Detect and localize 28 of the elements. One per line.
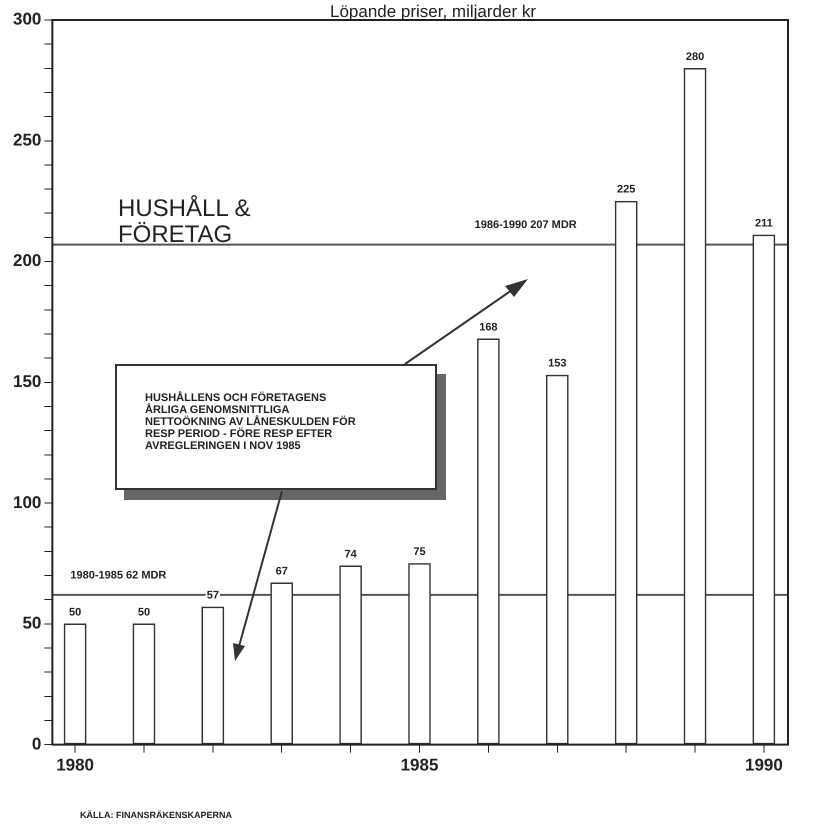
data-label: 168 (479, 321, 498, 334)
y-tick-label: 300 (12, 10, 42, 29)
chart-title: Löpande priser, miljarder kr (329, 2, 537, 22)
data-label: 211 (755, 217, 773, 230)
x-tick-label: 1990 (744, 755, 783, 774)
ref-line-label: 1986-1990 207 MDR (474, 219, 577, 232)
ref-line-label: 1980-1985 62 MDR (70, 569, 166, 582)
x-tick-label: 1980 (56, 755, 94, 774)
data-label: 50 (138, 606, 150, 618)
y-tick-label: 0 (32, 734, 42, 754)
data-label: 74 (344, 548, 358, 560)
y-tick-label: 250 (12, 130, 42, 150)
data-label: 57 (206, 589, 219, 602)
note-box: HUSHÅLLENS OCH FÖRETAGENS ÅRLIGA GENOMSNITTLIGA NETTOÖKNING AV LÅNESKULDEN FÖR RESP PERIOD - FÖRE RESP EFTER AVREGLERINGEN I NOV 1985 (115, 364, 437, 490)
data-label: 50 (68, 606, 82, 618)
data-label: 225 (616, 184, 636, 196)
y-tick-label: 150 (12, 372, 42, 391)
text: KÄLLA: FINANSRÄKENSKAPERNA (80, 810, 232, 820)
data-label: 75 (413, 546, 426, 558)
data-label: 67 (276, 565, 288, 578)
y-tick-label: 200 (12, 251, 42, 270)
y-tick-label: 100 (12, 492, 42, 512)
data-label: 280 (686, 50, 704, 63)
x-tick-label: 1985 (400, 755, 438, 774)
y-tick-label: 50 (22, 614, 42, 633)
annotation: HUSHÅLLENS OCH FÖRETAGENS ÅRLIGA GENOMSNITTLIGA NETTOÖKNING AV LÅNESKULDEN FÖR RESP PERIOD - FÖRE RESP EFTER AVREGLERINGEN I NOV 1985 (145, 392, 357, 452)
data-label: 153 (548, 358, 566, 370)
annotation: HUSHÅLL & FÖRETAG (118, 195, 252, 248)
